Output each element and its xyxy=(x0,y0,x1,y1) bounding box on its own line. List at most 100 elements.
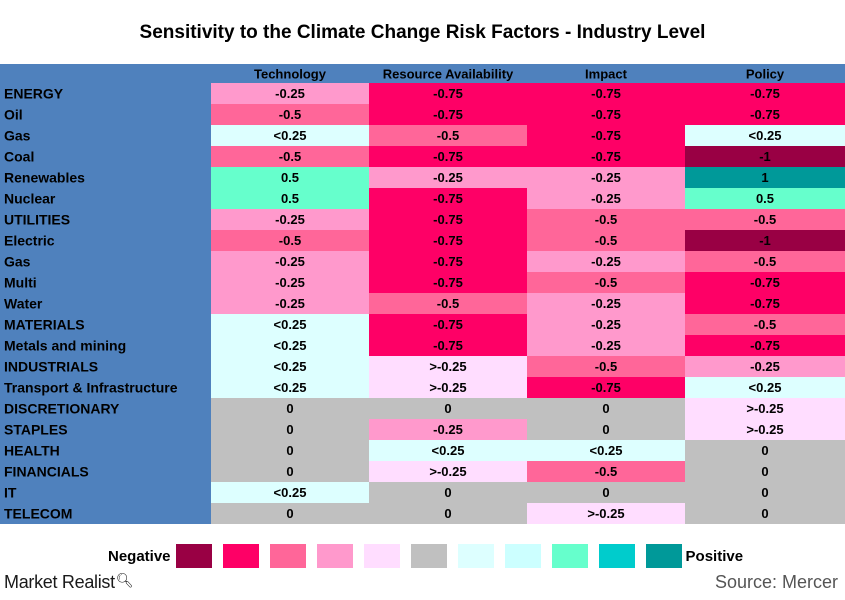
chart-title: Sensitivity to the Climate Change Risk F… xyxy=(139,22,706,43)
column-header-band xyxy=(211,64,845,83)
cell-value: 0 xyxy=(444,506,451,521)
legend-swatch xyxy=(598,544,635,568)
cell-value: 0 xyxy=(286,464,293,479)
cell-value: -0.5 xyxy=(279,149,301,164)
heatmap-cell xyxy=(527,188,685,209)
legend-swatch xyxy=(457,544,494,568)
heatmap-cell xyxy=(369,314,527,335)
legend-swatch xyxy=(316,544,353,568)
heatmap-cell xyxy=(685,314,845,335)
heatmap-cell xyxy=(211,461,369,482)
heatmap-cell xyxy=(527,104,685,125)
cell-value: >-0.25 xyxy=(746,422,783,437)
legend-swatch xyxy=(551,544,588,568)
row-label: Gas xyxy=(4,128,31,144)
heatmap-cell xyxy=(369,293,527,314)
cell-value: -0.5 xyxy=(279,107,301,122)
heatmap-cell xyxy=(211,398,369,419)
legend-swatch xyxy=(222,544,259,568)
row-label: Renewables xyxy=(4,170,85,186)
heatmap-cell xyxy=(685,377,845,398)
cell-value: -0.75 xyxy=(433,233,463,248)
heatmap-cell xyxy=(369,398,527,419)
brand-name: Market Realist xyxy=(4,572,115,592)
heatmap-cell xyxy=(211,188,369,209)
cell-value: -0.25 xyxy=(433,170,463,185)
heatmap-cell xyxy=(211,146,369,167)
heatmap-cell xyxy=(685,419,845,440)
heatmap-cell xyxy=(527,125,685,146)
row-label: Electric xyxy=(4,233,55,249)
heatmap-cell xyxy=(211,314,369,335)
heatmap-cell xyxy=(369,335,527,356)
heatmap-cell xyxy=(685,272,845,293)
cell-value: -0.5 xyxy=(595,233,617,248)
cell-value: -0.25 xyxy=(750,359,780,374)
heatmap-cell xyxy=(211,482,369,503)
heatmap-cell xyxy=(211,83,369,104)
heatmap-cell xyxy=(369,104,527,125)
cell-value: <0.25 xyxy=(274,485,307,500)
heatmap-cell xyxy=(369,272,527,293)
heatmap-cell xyxy=(369,83,527,104)
heatmap-cell xyxy=(527,356,685,377)
cell-value: -0.25 xyxy=(433,422,463,437)
row-label: Multi xyxy=(4,275,37,291)
cell-value: -0.75 xyxy=(433,317,463,332)
row-label: DISCRETIONARY xyxy=(4,401,120,417)
cell-value: -0.75 xyxy=(591,128,621,143)
legend-negative-label: Negative xyxy=(108,547,171,565)
heatmap-cell xyxy=(527,272,685,293)
heatmap-cell xyxy=(211,251,369,272)
legend-swatch xyxy=(410,544,447,568)
cell-value: >-0.25 xyxy=(429,380,466,395)
cell-value: -0.75 xyxy=(591,380,621,395)
heatmap-cell xyxy=(211,503,369,524)
heatmap-cell xyxy=(369,503,527,524)
legend-swatch xyxy=(175,544,212,568)
legend-swatch xyxy=(645,544,682,568)
row-label: Coal xyxy=(4,149,34,165)
cell-value: 0 xyxy=(761,464,768,479)
heatmap-cell xyxy=(685,293,845,314)
heatmap-cell xyxy=(685,167,845,188)
cell-value: 0.5 xyxy=(281,170,299,185)
cell-value: -1 xyxy=(759,233,771,248)
row-label: HEALTH xyxy=(4,443,60,459)
legend-swatch xyxy=(504,544,541,568)
heatmap-cell xyxy=(369,482,527,503)
heatmap-cell xyxy=(211,125,369,146)
heatmap-cell xyxy=(527,419,685,440)
heatmap-cell xyxy=(369,167,527,188)
cell-value: -0.25 xyxy=(275,296,305,311)
row-label-band xyxy=(0,64,211,524)
heatmap-cell xyxy=(685,503,845,524)
cell-value: <0.25 xyxy=(590,443,623,458)
heatmap-cell xyxy=(211,440,369,461)
heatmap-cell xyxy=(527,440,685,461)
row-label: Nuclear xyxy=(4,191,56,207)
heatmap-cell xyxy=(527,461,685,482)
legend-swatch xyxy=(363,544,400,568)
row-label: INDUSTRIALS xyxy=(4,359,98,375)
heatmap-cell xyxy=(685,125,845,146)
heatmap-cell xyxy=(369,356,527,377)
cell-value: -0.75 xyxy=(433,149,463,164)
cell-value: -0.25 xyxy=(591,317,621,332)
cell-value: -0.75 xyxy=(433,86,463,101)
cell-value: 0 xyxy=(602,422,609,437)
cell-value: -1 xyxy=(759,149,771,164)
magnifier-icon: 🔍︎ xyxy=(115,572,134,588)
source-note: Source: Mercer xyxy=(714,572,838,592)
heatmap-cell xyxy=(527,167,685,188)
heatmap-cell xyxy=(369,440,527,461)
heatmap-cell xyxy=(527,230,685,251)
heatmap-cell xyxy=(211,167,369,188)
heatmap-cell xyxy=(369,377,527,398)
row-label: FINANCIALS xyxy=(4,464,89,480)
cell-value: -0.75 xyxy=(433,191,463,206)
heatmap-cell xyxy=(685,104,845,125)
heatmap-cell xyxy=(527,314,685,335)
row-label: UTILITIES xyxy=(4,212,70,228)
